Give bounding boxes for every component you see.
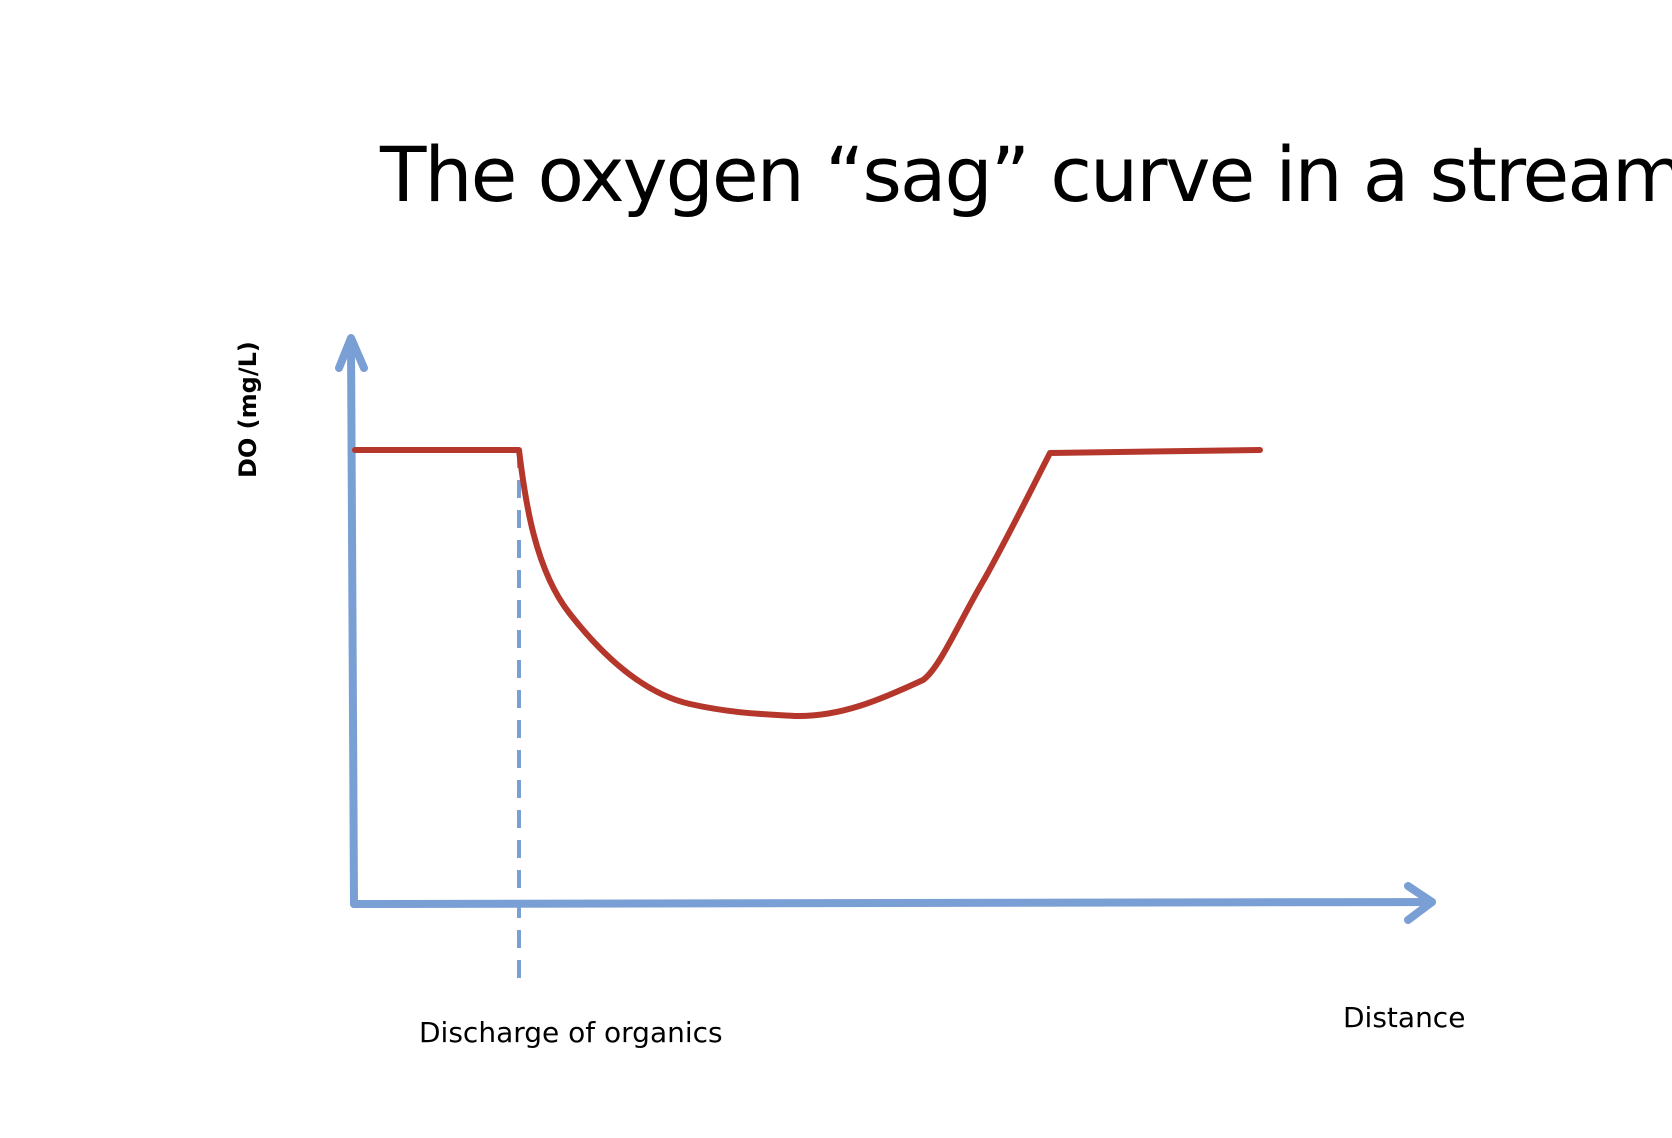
x-axis-label: Distance	[1343, 1001, 1465, 1034]
y-axis-line	[347, 338, 358, 908]
x-axis-line	[350, 898, 1436, 908]
do-sag-curve	[352, 447, 1263, 720]
slide-title: The oxygen “sag” curve in a stream	[380, 130, 1672, 219]
y-axis-arrowhead	[335, 334, 368, 372]
discharge-label: Discharge of organics	[419, 1016, 723, 1049]
x-axis-arrowhead	[1404, 882, 1436, 924]
y-axis-label: DO (mg/L)	[234, 341, 262, 478]
